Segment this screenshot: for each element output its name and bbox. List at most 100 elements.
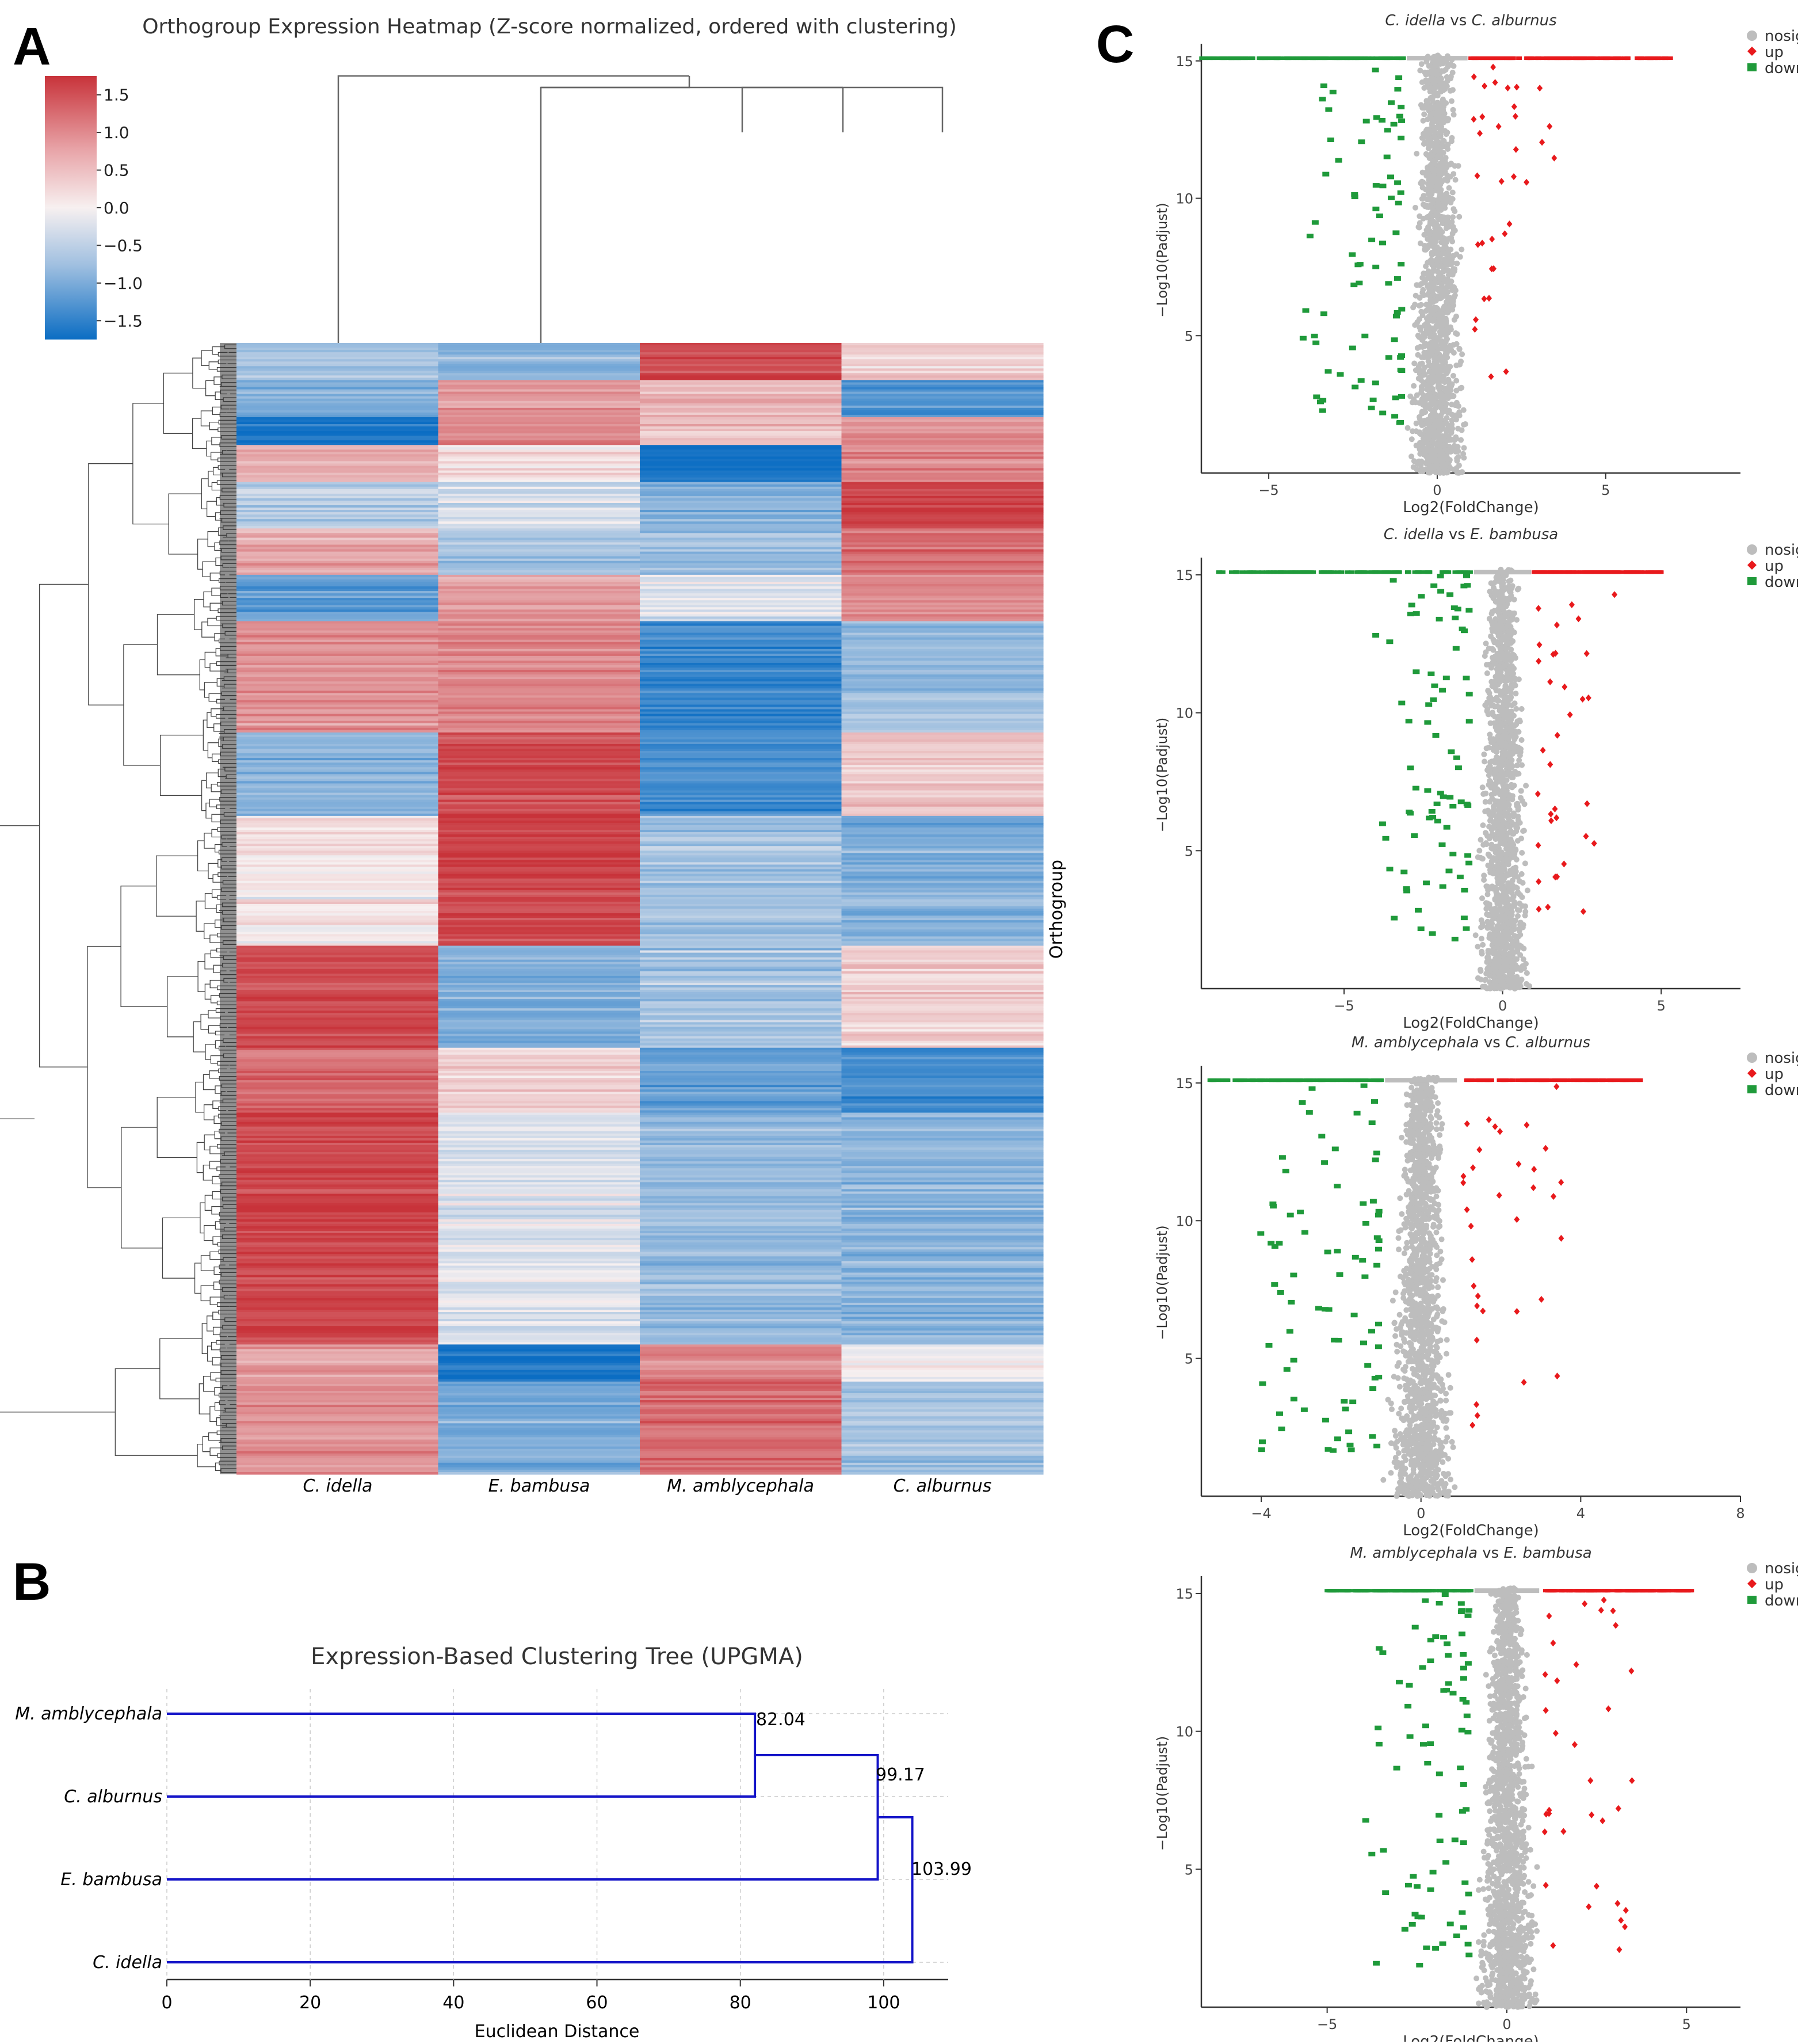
heatmap-cell: [842, 818, 1044, 821]
heatmap-cell: [640, 1164, 842, 1166]
heatmap-cell: [842, 816, 1044, 819]
heatmap-cell: [438, 1192, 640, 1195]
heatmap-cell: [438, 1284, 640, 1287]
heatmap-cell: [842, 1282, 1044, 1285]
nosig-point: [1483, 640, 1489, 646]
heatmap-cell: [842, 510, 1044, 513]
heatmap-cell: [640, 1268, 842, 1271]
heatmap-cell: [438, 677, 640, 680]
heatmap-cell: [236, 1196, 438, 1199]
heatmap-cell: [236, 679, 438, 682]
heatmap-cell: [640, 394, 842, 397]
heatmap-cell: [640, 658, 842, 661]
heatmap-cell: [842, 1395, 1044, 1398]
heatmap-cell: [438, 807, 640, 810]
heatmap-cell: [438, 927, 640, 930]
heatmap-cell: [438, 1004, 640, 1006]
heatmap-cell: [640, 1382, 842, 1385]
heatmap-cell: [438, 579, 640, 582]
heatmap-cell: [438, 1055, 640, 1058]
heatmap-cell: [236, 864, 438, 867]
heatmap-cell: [236, 1460, 438, 1463]
nosig-point: [1417, 451, 1423, 457]
heatmap-cell: [842, 1143, 1044, 1146]
heatmap-cell: [236, 1405, 438, 1408]
heatmap-cell: [640, 665, 842, 668]
col-dendro-link-2: [541, 87, 843, 345]
heatmap-cell: [438, 1043, 640, 1046]
heatmap-cell: [438, 542, 640, 545]
colorbar: [45, 76, 97, 340]
heatmap-cell: [842, 1001, 1044, 1004]
heatmap-cell: [438, 485, 640, 487]
heatmap-cell: [842, 1416, 1044, 1419]
heatmap-cell: [236, 823, 438, 826]
heatmap-cell: [438, 955, 640, 958]
heatmap-cell: [236, 726, 438, 729]
heatmap-cell: [438, 454, 640, 457]
heatmap-cell: [438, 1312, 640, 1315]
heatmap-cell: [842, 406, 1044, 409]
up-point: [1475, 241, 1481, 248]
heatmap-cell: [236, 1159, 438, 1162]
heatmap-cell: [640, 758, 842, 761]
heatmap-cell: [640, 635, 842, 638]
heatmap-cell: [842, 781, 1044, 784]
heatmap-cell: [640, 804, 842, 807]
heatmap-cell: [236, 1282, 438, 1285]
heatmap-cell: [640, 491, 842, 494]
nosig-point: [1517, 952, 1523, 958]
heatmap-cell: [640, 1319, 842, 1322]
heatmap-cell: [640, 656, 842, 659]
heatmap-cell: [842, 598, 1044, 601]
heatmap-cell: [640, 1057, 842, 1060]
heatmap-cell: [640, 519, 842, 522]
heatmap-cell: [438, 855, 640, 858]
nosig-point: [1426, 191, 1431, 197]
heatmap-cell: [640, 1027, 842, 1029]
heatmap-cell: [236, 862, 438, 865]
up-point-capped: [1647, 56, 1653, 60]
heatmap-cell: [236, 855, 438, 858]
heatmap-cell: [640, 976, 842, 979]
heatmap-cell: [842, 1421, 1044, 1424]
heatmap-cell: [640, 471, 842, 474]
nosig-point: [1508, 793, 1514, 799]
heatmap-cell: [640, 1301, 842, 1303]
heatmap-cell: [842, 1069, 1044, 1071]
heatmap-cell: [842, 1122, 1044, 1125]
heatmap-cell: [438, 375, 640, 378]
heatmap-cell: [236, 1076, 438, 1078]
heatmap-cell: [842, 1087, 1044, 1090]
down-point: [1370, 398, 1377, 402]
heatmap-cell: [640, 619, 842, 621]
upgma-merge-label: 103.99: [911, 1859, 972, 1879]
heatmap-cell: [236, 596, 438, 598]
heatmap-cell: [236, 890, 438, 893]
heatmap-cell: [236, 380, 438, 383]
heatmap-cell: [438, 760, 640, 763]
heatmap-cell: [438, 874, 640, 877]
heatmap-cell: [842, 1366, 1044, 1368]
down-point: [1373, 183, 1380, 188]
heatmap-cell: [640, 932, 842, 935]
heatmap-cell: [438, 638, 640, 640]
nosig-point: [1487, 933, 1492, 939]
heatmap-cell: [236, 1147, 438, 1150]
nosig-point: [1434, 256, 1440, 262]
heatmap-cell: [842, 668, 1044, 670]
heatmap-cell: [438, 686, 640, 689]
colorbar-tick-label: −1.0: [104, 274, 143, 293]
up-point-capped: [1554, 56, 1560, 60]
heatmap-cell: [438, 1382, 640, 1385]
heatmap-cell: [438, 373, 640, 376]
heatmap-cell: [236, 1359, 438, 1362]
heatmap-cell: [236, 1375, 438, 1378]
heatmap-cell: [236, 1263, 438, 1266]
down-point: [1395, 201, 1402, 205]
down-point-capped: [1394, 56, 1400, 60]
heatmap-cell: [640, 1004, 842, 1006]
heatmap-cell: [438, 396, 640, 399]
heatmap-cell: [842, 1175, 1044, 1178]
heatmap-cell: [236, 1175, 438, 1178]
